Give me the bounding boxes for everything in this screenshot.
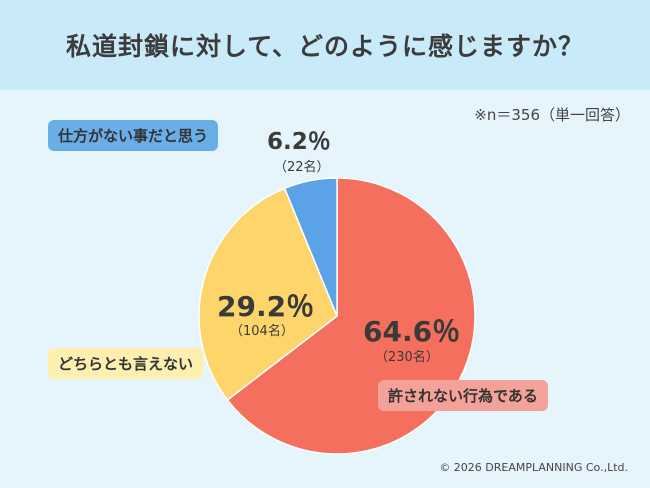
slice-resigned — [283, 177, 338, 317]
title-bar: 私道封鎖に対して、どのように感じますか？ — [0, 0, 650, 90]
sample-size-note: ※n＝356（単一回答） — [474, 106, 630, 124]
count-resigned: （22名） — [274, 160, 330, 175]
count-neutral: （104名） — [230, 324, 294, 339]
slice-neutral — [198, 187, 338, 401]
label-resigned: 仕方がない事だと思う — [48, 120, 219, 151]
percent-neutral: 29.2％ — [217, 290, 315, 323]
percent-resigned: 6.2％ — [267, 129, 331, 155]
count-unacceptable: （230名） — [375, 350, 439, 365]
label-neutral: どちらとも言えない — [48, 348, 204, 379]
percent-unacceptable: 64.6％ — [363, 315, 461, 348]
chart-title: 私道封鎖に対して、どのように感じますか？ — [65, 32, 584, 61]
label-unacceptable: 許されない行為である — [378, 380, 548, 411]
copyright: © 2026 DREAMPLANNING Co.,Ltd. — [439, 461, 628, 474]
